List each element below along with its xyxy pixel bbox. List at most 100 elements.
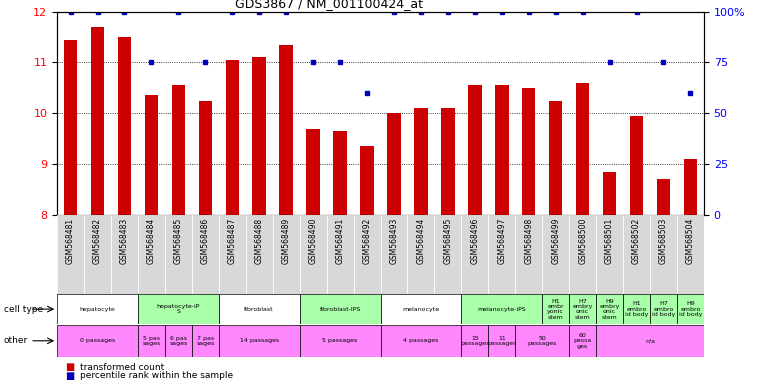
Text: GSM568504: GSM568504 [686,217,695,264]
FancyBboxPatch shape [543,294,569,324]
Text: GSM568495: GSM568495 [444,217,452,264]
Text: H1
embr
yonic
stem: H1 embr yonic stem [547,298,564,320]
Text: GSM568501: GSM568501 [605,217,614,264]
FancyBboxPatch shape [138,215,165,294]
FancyBboxPatch shape [677,215,704,294]
FancyBboxPatch shape [407,215,435,294]
Text: 15
passages: 15 passages [460,336,489,346]
Text: GSM568496: GSM568496 [470,217,479,264]
Text: GSM568492: GSM568492 [362,217,371,264]
Text: melanocyte: melanocyte [403,306,440,312]
Text: 50
passages: 50 passages [527,336,557,346]
FancyBboxPatch shape [57,294,138,324]
Bar [333,131,347,215]
Text: ■: ■ [65,362,74,372]
FancyBboxPatch shape [380,294,461,324]
Bar [253,57,266,215]
FancyBboxPatch shape [192,215,219,294]
FancyBboxPatch shape [219,325,300,357]
FancyBboxPatch shape [569,325,596,357]
Text: GSM568494: GSM568494 [416,217,425,264]
FancyBboxPatch shape [300,215,326,294]
FancyBboxPatch shape [326,215,354,294]
Text: GSM568489: GSM568489 [282,217,291,264]
Bar [199,101,212,215]
FancyBboxPatch shape [489,215,515,294]
Bar [64,40,78,215]
FancyBboxPatch shape [84,215,111,294]
Text: 14 passages: 14 passages [240,338,279,343]
Text: melanocyte-iPS: melanocyte-iPS [477,306,526,312]
FancyBboxPatch shape [380,325,461,357]
Bar [91,27,104,215]
Text: percentile rank within the sample: percentile rank within the sample [80,371,233,380]
Text: GSM568481: GSM568481 [66,217,75,263]
Text: cell type: cell type [4,305,43,314]
Text: GSM568485: GSM568485 [174,217,183,264]
Text: hepatocyte: hepatocyte [80,306,116,312]
FancyBboxPatch shape [300,325,380,357]
Text: H9
embry
onic
stem: H9 embry onic stem [600,298,619,320]
FancyBboxPatch shape [138,325,165,357]
Text: GSM568482: GSM568482 [93,217,102,263]
Text: n/a: n/a [645,338,655,343]
Text: ■: ■ [65,371,74,381]
FancyBboxPatch shape [650,215,677,294]
FancyBboxPatch shape [650,294,677,324]
FancyBboxPatch shape [57,325,138,357]
Bar [225,60,239,215]
Bar [549,101,562,215]
Text: H1
embro
id body: H1 embro id body [625,301,648,317]
Bar [118,37,131,215]
Bar [387,113,401,215]
Title: GDS3867 / NM_001100424_at: GDS3867 / NM_001100424_at [234,0,423,10]
FancyBboxPatch shape [569,215,596,294]
Bar [495,85,508,215]
FancyBboxPatch shape [623,215,650,294]
Text: 6 pas
sages: 6 pas sages [169,336,187,346]
FancyBboxPatch shape [354,215,380,294]
Text: GSM568499: GSM568499 [551,217,560,264]
Text: fibroblast: fibroblast [244,306,274,312]
Bar [279,45,293,215]
Text: 11
passages: 11 passages [487,336,517,346]
Bar [414,108,428,215]
FancyBboxPatch shape [138,294,219,324]
Text: GSM568490: GSM568490 [309,217,317,264]
FancyBboxPatch shape [461,325,489,357]
FancyBboxPatch shape [272,215,300,294]
Text: hepatocyte-iP
S: hepatocyte-iP S [157,304,200,314]
Text: GSM568498: GSM568498 [524,217,533,264]
Text: GSM568497: GSM568497 [497,217,506,264]
FancyBboxPatch shape [569,294,596,324]
FancyBboxPatch shape [246,215,272,294]
FancyBboxPatch shape [677,294,704,324]
Bar [603,172,616,215]
Text: 4 passages: 4 passages [403,338,438,343]
Bar [145,96,158,215]
Bar [657,179,670,215]
FancyBboxPatch shape [596,294,623,324]
FancyBboxPatch shape [461,215,489,294]
FancyBboxPatch shape [192,325,219,357]
Bar [630,116,643,215]
Bar [441,108,454,215]
FancyBboxPatch shape [489,325,515,357]
Text: 60
passa
ges: 60 passa ges [574,333,592,349]
FancyBboxPatch shape [57,215,84,294]
Text: GSM568487: GSM568487 [228,217,237,264]
Bar [576,83,589,215]
FancyBboxPatch shape [596,325,704,357]
Text: transformed count: transformed count [80,362,164,372]
FancyBboxPatch shape [461,294,543,324]
FancyBboxPatch shape [435,215,461,294]
Text: 5 passages: 5 passages [323,338,358,343]
FancyBboxPatch shape [165,325,192,357]
FancyBboxPatch shape [219,215,246,294]
Text: 0 passages: 0 passages [80,338,115,343]
Text: H7
embry
onic
stem: H7 embry onic stem [572,298,593,320]
Bar [468,85,482,215]
Text: 7 pas
sages: 7 pas sages [196,336,215,346]
Bar [683,159,697,215]
Text: GSM568486: GSM568486 [201,217,210,264]
